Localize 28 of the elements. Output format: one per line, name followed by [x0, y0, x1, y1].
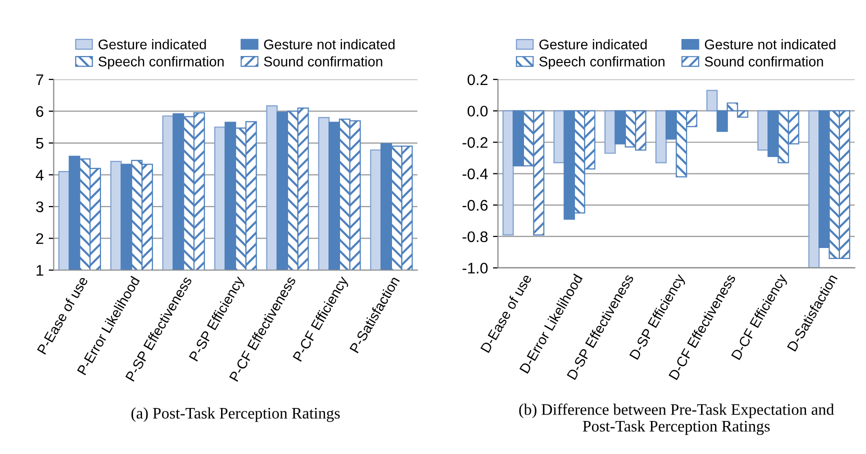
- y-tick-label: 1: [36, 265, 44, 276]
- legend-label: Gesture indicated: [539, 39, 647, 50]
- y-tick-label: -1.0: [462, 262, 488, 274]
- bar: [706, 90, 718, 112]
- y-tick-label: 0.0: [468, 106, 488, 117]
- legend-label: Sound confirmation: [264, 56, 382, 66]
- text: (b) Difference between Pre-Task Expectation and Post-Task Perception Ratings: [519, 404, 834, 435]
- bar: [655, 110, 667, 164]
- y-tick-label: -0.8: [462, 231, 488, 242]
- y-tick-label: 2: [36, 233, 44, 244]
- legend-label: Sound confirmation: [704, 56, 823, 66]
- y-tick-label: 3: [36, 201, 44, 212]
- bar: [502, 110, 514, 236]
- y-tick-label: 7: [36, 74, 44, 85]
- y-tick-label: -0.2: [462, 137, 488, 148]
- y-tick-label: 6: [36, 106, 44, 117]
- legend-label: Speech confirmation: [539, 56, 664, 70]
- legend-label: Gesture indicated: [98, 39, 206, 50]
- bar: [604, 110, 616, 154]
- y-tick-label: -0.6: [462, 200, 488, 211]
- text: (a) Post-Task Perception Ratings: [131, 407, 340, 422]
- legend-label: Speech confirmation: [98, 56, 224, 70]
- y-tick-label: 5: [36, 138, 44, 149]
- y-tick-label: 4: [36, 170, 44, 180]
- y-tick-label: 0.2: [468, 74, 488, 86]
- y-tick-label: -0.4: [462, 168, 488, 180]
- legend-label: Gesture not indicated: [264, 39, 395, 50]
- legend-label: Gesture not indicated: [704, 39, 836, 50]
